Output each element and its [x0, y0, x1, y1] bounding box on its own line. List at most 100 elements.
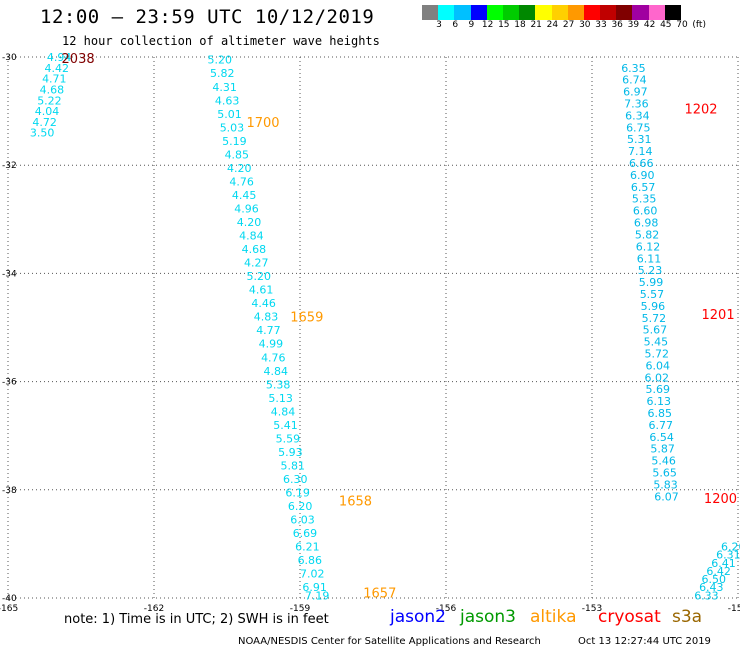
swh-value: 6.02: [645, 371, 670, 384]
swh-value: 5.03: [220, 121, 245, 134]
swh-value: 6.34: [625, 109, 650, 122]
swh-value: 4.96: [234, 202, 258, 215]
color-swatch: [422, 5, 439, 20]
swh-value: 5.69: [646, 383, 671, 396]
color-legend-label: 36: [611, 20, 623, 30]
swh-value: 6.07: [654, 490, 679, 503]
swh-value: 4.31: [212, 81, 237, 94]
time-label: 1659: [290, 311, 323, 326]
y-tick-label: -40: [2, 594, 17, 604]
timestamp-text: Oct 13 12:27:44 UTC 2019: [578, 636, 711, 647]
swh-value: 5.46: [651, 455, 676, 468]
legend-s3a: s3a: [672, 607, 703, 627]
color-legend-label: 33: [595, 20, 607, 30]
swh-value: 4.20: [227, 162, 252, 175]
swh-value: 6.35: [621, 62, 646, 75]
swh-value: 5.67: [643, 324, 668, 337]
swh-value: 4.27: [244, 257, 268, 270]
swh-value: 7.19: [305, 589, 330, 602]
swh-value: 5.45: [644, 336, 669, 349]
color-legend-label: 12: [481, 20, 494, 30]
legend-jason2: jason2: [390, 607, 446, 627]
color-legend-label: 30: [579, 20, 591, 30]
swh-value: 6.90: [630, 169, 655, 182]
swh-value: 6.97: [623, 86, 648, 99]
swh-value: 7.36: [624, 98, 649, 111]
color-legend-label: 27: [562, 20, 575, 30]
swh-value: 7.14: [628, 145, 653, 158]
swh-value: 5.38: [266, 378, 291, 391]
swh-value: 6.75: [626, 121, 651, 134]
color-legend-label: 15: [498, 20, 510, 30]
legend-jason3: jason3: [460, 607, 516, 627]
x-tick-label: -156: [436, 604, 457, 614]
swh-value: 4.84: [239, 230, 264, 243]
swh-value: 4.76: [229, 175, 254, 188]
swh-value: 4.68: [242, 243, 267, 256]
swh-value: 4.77: [256, 324, 281, 337]
color-swatch: [502, 5, 520, 20]
swh-value: 6.20: [721, 541, 740, 554]
swh-value: 5.96: [641, 300, 666, 313]
time-label: 1657: [363, 587, 396, 602]
swh-value: 4.85: [225, 148, 250, 161]
legend-altika: altika: [530, 607, 577, 627]
y-tick-label: -38: [2, 486, 17, 496]
y-tick-label: -30: [2, 53, 17, 63]
swh-value: 4.72: [32, 116, 57, 129]
color-swatch: [567, 5, 584, 20]
swh-value: 5.72: [645, 347, 670, 360]
swh-value: 5.65: [652, 466, 677, 479]
time-label: 1200: [704, 492, 737, 507]
swh-value: 6.50: [702, 573, 727, 586]
color-swatch: [470, 5, 487, 20]
swh-value: 6.60: [633, 205, 658, 218]
swh-value: 4.20: [237, 216, 262, 229]
swh-value: 5.93: [278, 446, 303, 459]
swh-value: 6.03: [290, 514, 315, 527]
swh-value: 5.87: [650, 443, 675, 456]
x-tick-label: -150: [728, 604, 740, 614]
swh-value: 5.23: [638, 264, 663, 277]
swh-value: 5.41: [273, 419, 298, 432]
color-swatch: [632, 5, 649, 20]
swh-value: 5.35: [632, 193, 657, 206]
color-legend-label: 3: [436, 20, 442, 30]
swh-value: 5.82: [635, 228, 660, 241]
swh-value: 5.99: [639, 276, 664, 289]
map-subtitle: 12 hour collection of altimeter wave hei…: [62, 34, 380, 48]
swh-value: 5.57: [640, 288, 665, 301]
color-legend-label: 21: [530, 20, 542, 30]
swh-value: 6.12: [636, 240, 661, 253]
map-title: 12:00 – 23:59 UTC 10/12/2019: [40, 6, 375, 28]
swh-value: 6.74: [622, 74, 647, 87]
swh-value: 5.13: [268, 392, 293, 405]
x-tick-label: -165: [0, 604, 18, 614]
swh-value: 6.41: [711, 557, 736, 570]
time-label: 1201: [702, 308, 735, 323]
swh-value: 4.71: [42, 73, 67, 86]
color-legend-label: 42: [643, 20, 656, 30]
x-tick-label: -153: [582, 604, 602, 614]
swh-value: 6.33: [694, 589, 719, 602]
swh-value: 6.19: [285, 487, 310, 500]
swh-value: 6.91: [302, 581, 327, 594]
color-legend-label: 24: [546, 20, 559, 30]
swh-value: 5.19: [222, 135, 247, 148]
y-tick-label: -34: [2, 269, 17, 279]
swh-value: 4.94: [47, 51, 72, 64]
swh-value: 6.21: [295, 541, 320, 554]
color-legend-label: 39: [627, 20, 640, 30]
swh-value: 5.22: [37, 94, 62, 107]
swh-value: 6.31: [716, 549, 740, 562]
swh-value: 5.81: [281, 459, 306, 472]
y-tick-label: -36: [2, 378, 17, 388]
swh-value: 4.45: [232, 189, 257, 202]
swh-value: 6.30: [283, 473, 308, 486]
color-legend-label: 6: [452, 20, 459, 30]
swh-value: 5.72: [642, 312, 667, 325]
color-legend-label: 9: [468, 20, 475, 30]
swh-value: 5.83: [653, 478, 678, 491]
color-swatch: [664, 5, 681, 20]
